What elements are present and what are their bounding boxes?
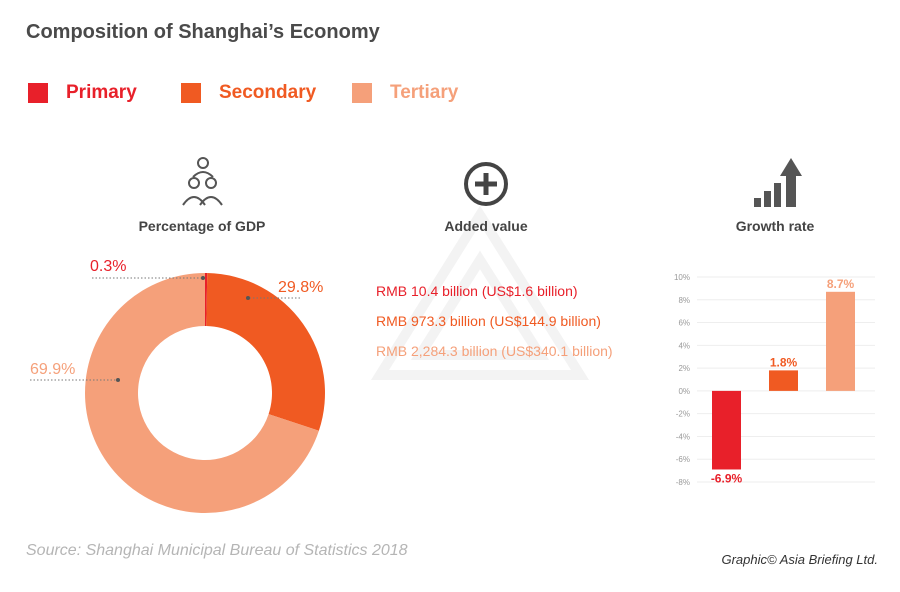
y-tick-label: 8% [678,296,690,305]
gdp-heading: Percentage of GDP [138,218,266,234]
legend-secondary: Secondary [181,82,316,104]
bar-primary [712,390,741,470]
donut-label: 29.8% [278,279,323,296]
added-value-primary: RMB 10.4 billion (US$1.6 billion) [376,283,578,299]
bar-value-label: 8.7% [827,277,855,291]
y-tick-label: 4% [678,341,690,350]
donut-slice-tertiary [85,273,319,513]
y-tick-label: 0% [678,387,690,396]
legend-label: Tertiary [390,82,459,103]
credit: Graphic© Asia Briefing Ltd. [721,552,878,567]
source-note: Source: Shanghai Municipal Bureau of Sta… [26,542,408,559]
legend-swatch [28,83,48,103]
leader-dot [246,296,250,300]
donut-slice-secondary [206,273,325,431]
donut-label: 0.3% [90,258,126,275]
bar-tertiary [826,291,855,391]
donut-label: 69.9% [30,361,75,378]
y-tick-label: -6% [676,455,690,464]
growth-heading: Growth rate [735,218,815,234]
legend-swatch [181,83,201,103]
legend-swatch [352,83,372,103]
added-value-heading: Added value [444,218,528,234]
leader-dot [201,276,205,280]
people-icon [182,157,223,206]
added-value-secondary: RMB 973.3 billion (US$144.9 billion) [376,313,601,329]
y-tick-label: -4% [676,432,690,441]
bar-value-label: -6.9% [711,471,743,485]
y-tick-label: 10% [674,273,690,282]
gdp-donut-chart: 0.3% 29.8% 69.9% [30,258,325,513]
added-value-tertiary: RMB 2,284.3 billion (US$340.1 billion) [376,343,613,359]
legend-tertiary: Tertiary [352,82,458,104]
legend-label: Secondary [219,82,317,103]
growth-arrow-icon [754,158,802,207]
y-tick-label: 2% [678,364,690,373]
bar-secondary [769,370,798,391]
y-tick-label: 6% [678,319,690,328]
page-title: Composition of Shanghai’s Economy [26,21,380,43]
y-tick-label: -2% [676,410,690,419]
legend-primary: Primary [28,82,137,104]
plus-circle-icon [464,162,508,206]
donut-slice-primary [205,273,208,327]
watermark-logo [370,205,590,380]
y-tick-label: -8% [676,478,690,487]
growth-bar-chart: 10% 8% 6% 4% 2% 0% -2% -4% -6% -8% -6.9% 1.8% 8.7% [674,273,875,487]
legend-label: Primary [66,82,137,103]
bar-value-label: 1.8% [770,355,798,369]
leader-dot [116,378,120,382]
